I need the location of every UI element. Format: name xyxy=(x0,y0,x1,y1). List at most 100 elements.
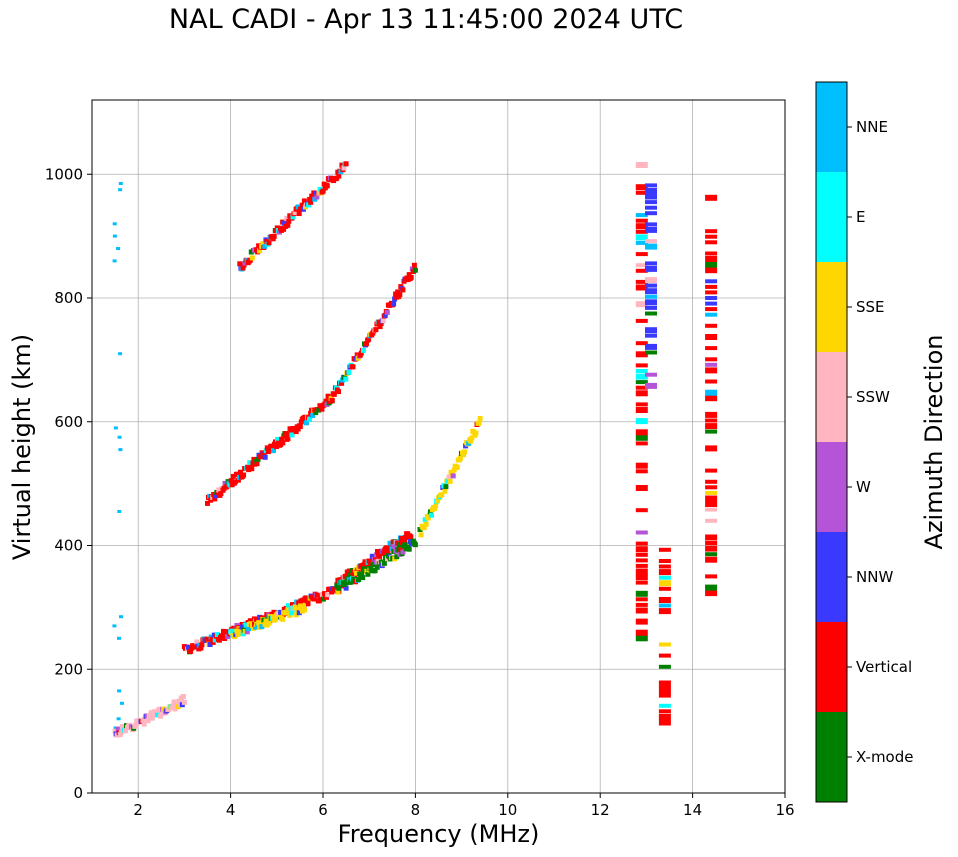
echo-point xyxy=(237,261,243,267)
echo-point xyxy=(194,639,200,645)
echo-point xyxy=(117,636,121,640)
echo-point xyxy=(391,544,397,550)
echo-point xyxy=(645,226,657,233)
echo-point xyxy=(258,454,264,460)
echo-point xyxy=(366,336,372,342)
echo-point xyxy=(705,367,718,374)
echo-point xyxy=(705,556,718,563)
echo-point xyxy=(301,603,306,609)
echo-point xyxy=(228,478,234,484)
colorbar-label: SSE xyxy=(856,298,885,316)
echo-point xyxy=(635,184,648,191)
echo-point xyxy=(274,444,280,450)
echo-point xyxy=(635,546,648,553)
echo-point xyxy=(635,369,648,373)
echo-point xyxy=(272,617,278,623)
echo-point xyxy=(400,287,406,293)
echo-point xyxy=(314,194,320,200)
echo-point xyxy=(280,440,286,446)
echo-point xyxy=(188,648,194,654)
echo-point xyxy=(218,491,224,496)
echo-point xyxy=(705,545,718,552)
echo-point xyxy=(170,703,176,709)
echo-point xyxy=(658,603,671,608)
echo-point xyxy=(152,709,158,715)
echo-point xyxy=(208,497,214,503)
echo-point xyxy=(658,564,671,569)
echo-point xyxy=(302,607,307,613)
echo-point xyxy=(280,616,286,622)
echo-point xyxy=(343,376,349,382)
x-tick-label: 12 xyxy=(591,801,610,819)
echo-point xyxy=(289,610,295,616)
echo-point xyxy=(425,515,431,521)
echo-point xyxy=(117,435,122,439)
echo-point xyxy=(274,225,280,231)
echo-point xyxy=(215,490,221,496)
echo-point xyxy=(365,571,371,577)
echo-point xyxy=(343,161,349,167)
echo-point xyxy=(118,448,123,452)
echo-point xyxy=(243,622,249,628)
echo-point xyxy=(266,620,272,626)
echo-point xyxy=(336,173,342,179)
echo-point xyxy=(239,622,245,627)
echo-point xyxy=(635,385,648,390)
echo-point xyxy=(635,252,648,257)
echo-point xyxy=(645,261,657,266)
echo-point xyxy=(231,625,237,631)
echo-point xyxy=(635,380,648,385)
echo-point xyxy=(705,279,718,284)
echo-point xyxy=(469,435,475,441)
echo-point xyxy=(279,436,285,442)
echo-point xyxy=(176,698,182,704)
echo-point xyxy=(112,222,117,226)
echo-point xyxy=(635,441,648,446)
echo-point xyxy=(658,664,671,669)
echo-point xyxy=(141,721,147,727)
echo-point xyxy=(645,193,657,200)
echo-point xyxy=(360,575,366,581)
echo-point xyxy=(346,369,352,375)
echo-point xyxy=(254,616,259,622)
echo-point xyxy=(645,305,657,310)
y-tick-label: 400 xyxy=(54,537,83,555)
echo-point xyxy=(310,413,316,418)
echo-point xyxy=(635,373,648,380)
echo-point xyxy=(145,718,151,724)
echo-point xyxy=(705,312,718,317)
echo-point xyxy=(635,402,648,407)
echo-point xyxy=(354,570,359,576)
echo-point xyxy=(283,431,289,437)
echo-point xyxy=(635,229,648,234)
echo-point xyxy=(329,397,335,403)
echo-point xyxy=(303,595,309,601)
echo-point xyxy=(418,532,424,538)
echo-point xyxy=(635,162,648,168)
echo-point xyxy=(635,390,648,397)
echo-point xyxy=(705,307,718,312)
echo-point xyxy=(316,598,322,604)
echo-point xyxy=(359,571,365,577)
echo-point xyxy=(292,210,298,216)
echo-point xyxy=(112,624,117,628)
echo-point xyxy=(705,267,718,274)
echo-point xyxy=(635,351,648,358)
echo-point xyxy=(336,585,342,591)
echo-point xyxy=(635,469,648,474)
colorbar-label: Vertical xyxy=(856,658,912,676)
colorbar-label: NNW xyxy=(856,568,893,586)
echo-point xyxy=(271,233,277,239)
x-tick-label: 2 xyxy=(133,801,143,819)
echo-point xyxy=(635,462,648,469)
echo-point xyxy=(118,729,124,735)
echo-point xyxy=(658,703,671,708)
echo-point xyxy=(311,596,317,602)
colorbar-segment xyxy=(816,262,847,352)
echo-point xyxy=(275,437,281,442)
echo-point xyxy=(705,479,718,484)
echo-point xyxy=(158,713,164,719)
echo-point xyxy=(645,188,657,194)
echo-point xyxy=(635,563,648,568)
x-tick-label: 10 xyxy=(498,801,517,819)
